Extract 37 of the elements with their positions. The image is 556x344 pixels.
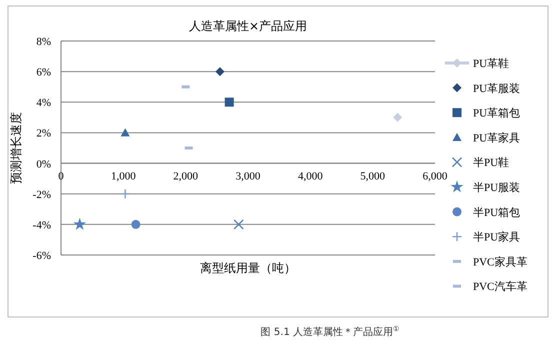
legend-label: PU革家具 bbox=[473, 131, 520, 144]
legend-label: PU革服装 bbox=[473, 82, 520, 95]
y-tick-label: -6% bbox=[32, 250, 51, 262]
legend-label: PU革鞋 bbox=[473, 57, 510, 70]
point bbox=[120, 128, 130, 136]
x-axis-title: 离型纸用量（吨） bbox=[200, 261, 296, 275]
point bbox=[215, 67, 224, 76]
y-tick-label: 8% bbox=[36, 36, 51, 48]
x-tick-label: 3,000 bbox=[236, 170, 261, 182]
y-tick-label: -2% bbox=[32, 188, 51, 201]
point bbox=[234, 219, 244, 230]
legend-label: 半PU鞋 bbox=[473, 156, 510, 170]
legend-label: 半PU箱包 bbox=[473, 206, 520, 219]
legend-label: PVC汽车革 bbox=[473, 280, 528, 294]
point bbox=[393, 112, 402, 122]
legend-label: 半PU服装 bbox=[473, 181, 520, 194]
point bbox=[224, 98, 234, 107]
y-tick-label: 0% bbox=[36, 158, 51, 170]
x-tick-label: 5,000 bbox=[360, 170, 386, 182]
y-tick-label: 2% bbox=[36, 128, 51, 140]
chart-title: 人造革属性×产品应用 bbox=[188, 19, 308, 33]
point bbox=[120, 188, 130, 200]
caption: 图 5.1 人造革属性＊产品应用$^{①}$ bbox=[260, 325, 400, 338]
legend-label: PU革箱包 bbox=[473, 106, 520, 120]
x-tick-label: 0 bbox=[58, 170, 64, 182]
x-tick-label: 4,000 bbox=[298, 170, 324, 182]
point bbox=[73, 218, 86, 230]
point bbox=[131, 220, 140, 229]
x-tick-label: 2,000 bbox=[173, 170, 199, 182]
y-tick-label: -4% bbox=[32, 219, 51, 232]
y-tick-label: 6% bbox=[36, 66, 51, 79]
y-axis-title: 预测增长速度 bbox=[9, 112, 23, 184]
legend-label: PVC家具革 bbox=[473, 255, 528, 268]
legend-label: 半PU家具 bbox=[473, 230, 520, 244]
y-tick-label: 4% bbox=[36, 97, 51, 110]
x-tick-label: 1,000 bbox=[110, 170, 136, 182]
x-tick-label: 6,000 bbox=[422, 170, 448, 182]
